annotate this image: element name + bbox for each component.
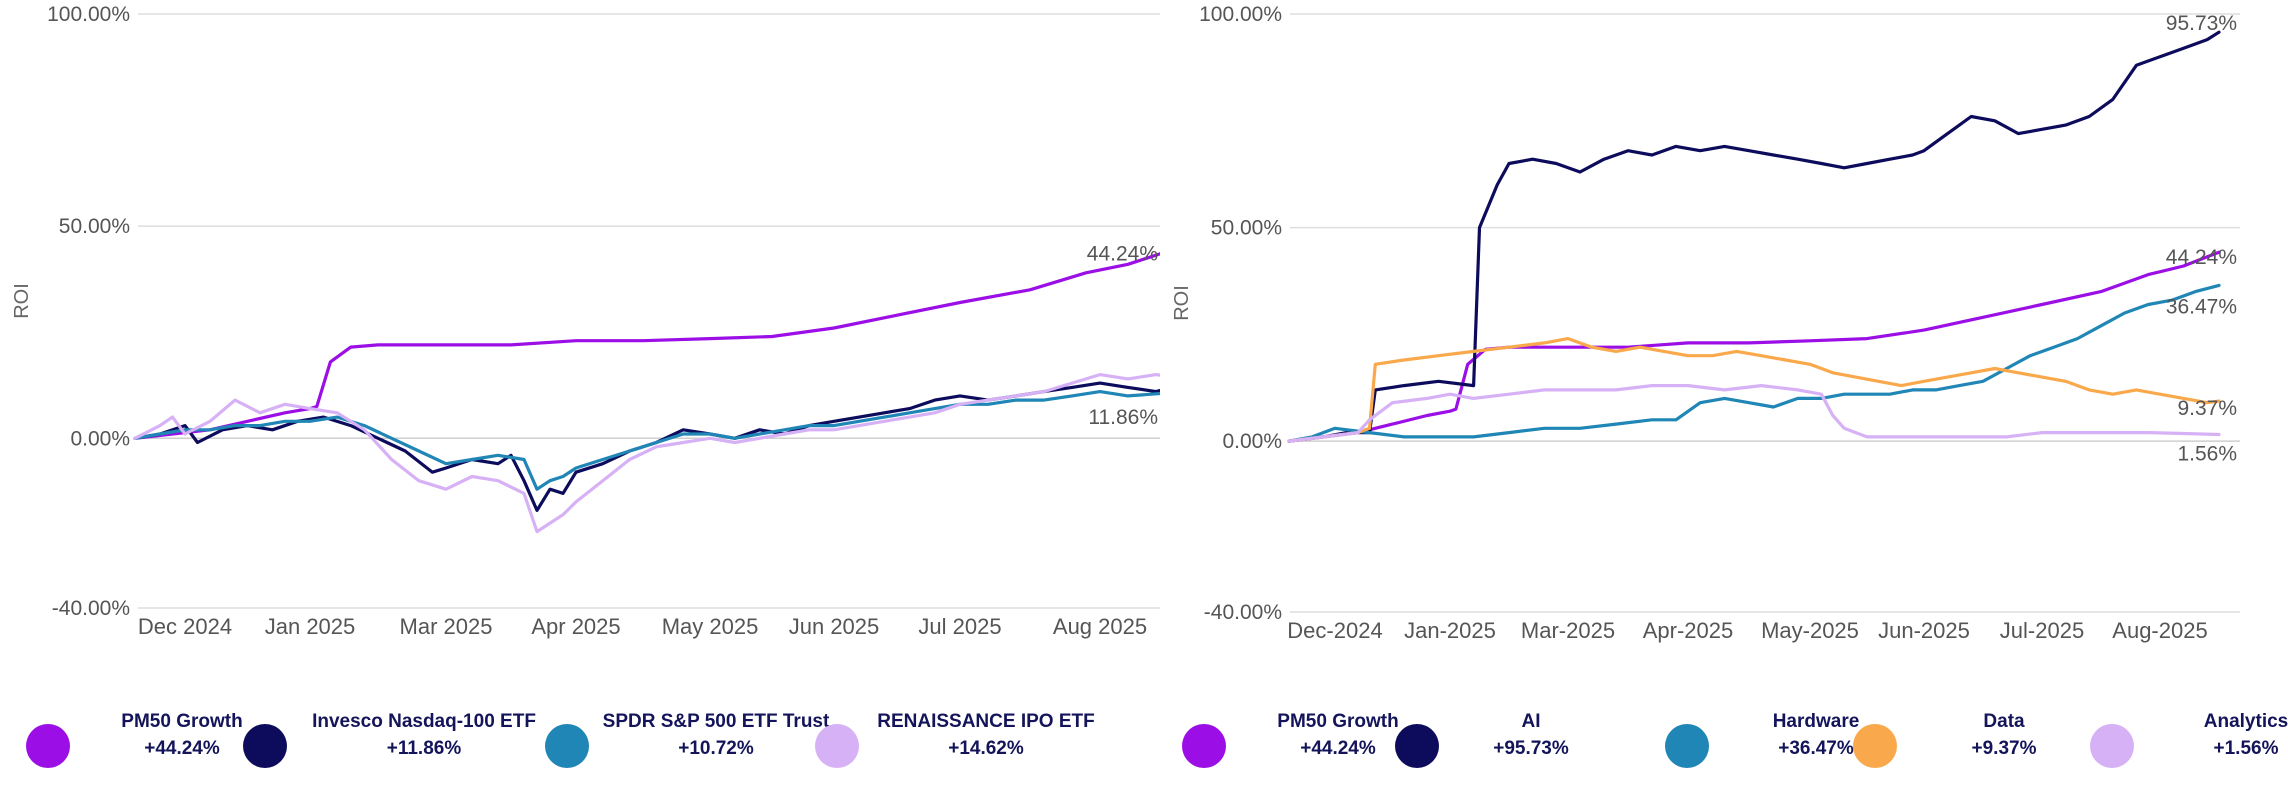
legend-swatch — [545, 724, 589, 768]
legend-swatch — [815, 724, 859, 768]
chart-panel-right: 100.00% 50.00% 0.00% -40.00% Dec-2024 Jan-202… — [1160, 0, 2288, 788]
series-line-1 — [1287, 30, 2221, 443]
y-tick-label: -40.00% — [1204, 601, 1282, 624]
legend-series-value: +95.73% — [1493, 738, 1569, 759]
legend-series-value: +44.24% — [144, 738, 220, 759]
legend-series-name: AI — [1521, 711, 1541, 732]
y-tick-label: 100.00% — [1199, 3, 1282, 26]
x-tick-label: Jan 2025 — [265, 614, 356, 639]
legend-series-value: +9.37% — [1971, 738, 2037, 759]
legend-item[interactable]: AI +95.73% — [1395, 700, 1615, 780]
legend-series-value: +44.24% — [1300, 738, 1376, 759]
end-value-label: 95.73% — [2166, 12, 2237, 35]
legend-label: RENAISSANCE IPO ETF +14.62% — [871, 708, 1101, 762]
series-line-4 — [1287, 384, 2221, 443]
legend-series-name: PM50 Growth — [1277, 711, 1399, 732]
end-value-label: 44.24% — [1087, 243, 1158, 266]
legend-series-value: +1.56% — [2213, 738, 2279, 759]
legend-swatch — [2090, 724, 2134, 768]
legend-swatch — [1395, 724, 1439, 768]
legend-item[interactable]: Hardware +36.47% — [1665, 700, 1915, 780]
legend-item[interactable]: PM50 Growth +44.24% — [26, 700, 286, 780]
y-tick-label: -40.00% — [52, 597, 130, 620]
chart-panel-left: 100.00% 50.00% 0.00% -40.00% Dec 2024 Jan 202… — [11, 3, 1172, 780]
x-tick-label: Dec-2024 — [1287, 618, 1382, 643]
x-tick-label: Aug 2025 — [1053, 614, 1147, 639]
series-line-3 — [133, 373, 1172, 534]
x-tick-label: Jan-2025 — [1404, 618, 1496, 643]
y-tick-label: 0.00% — [1222, 430, 1282, 453]
y-axis-title: ROI — [1171, 285, 1193, 321]
legend-series-value: +14.62% — [948, 738, 1024, 759]
end-value-label: 11.86% — [1088, 406, 1158, 429]
x-tick-label: May 2025 — [662, 614, 759, 639]
legend-series-value: +36.47% — [1778, 738, 1854, 759]
y-tick-label: 0.00% — [70, 427, 130, 450]
y-tick-label: 100.00% — [47, 3, 130, 26]
legend-item[interactable]: PM50 Growth +44.24% — [1182, 700, 1442, 780]
legend-label: Invesco Nasdaq-100 ETF +11.86% — [299, 708, 549, 762]
series-line-0 — [1287, 250, 2221, 443]
legend-series-name: RENAISSANCE IPO ETF — [877, 711, 1095, 732]
legend-item[interactable]: SPDR S&P 500 ETF Trust +10.72% — [545, 700, 835, 780]
x-tick-label: Mar-2025 — [1521, 618, 1615, 643]
legend-swatch — [243, 724, 287, 768]
series-line-0 — [133, 249, 1172, 440]
legend-label: Analytics +1.56% — [2146, 708, 2288, 762]
legend-label: Hardware +36.47% — [1721, 708, 1911, 762]
legend-swatch — [26, 724, 70, 768]
y-tick-label: 50.00% — [59, 215, 130, 238]
legend-item[interactable]: Data +9.37% — [1853, 700, 2103, 780]
legend-label: SPDR S&P 500 ETF Trust +10.72% — [601, 708, 831, 762]
legend-label: Data +9.37% — [1909, 708, 2099, 762]
end-value-label: 36.47% — [2166, 295, 2237, 318]
legend-swatch — [1182, 724, 1226, 768]
legend-series-name: Hardware — [1772, 711, 1860, 732]
series-line-2 — [1287, 283, 2221, 443]
legend-series-name: Analytics — [2203, 711, 2288, 732]
x-tick-label: Jun-2025 — [1878, 618, 1970, 643]
legend-label: AI +95.73% — [1451, 708, 1611, 762]
y-tick-label: 50.00% — [1211, 217, 1282, 240]
series-line-3 — [1287, 337, 2221, 443]
roi-chart-left: 100.00% 50.00% 0.00% -40.00% Dec 2024 Jan 202… — [11, 3, 1172, 639]
x-tick-label: Jul-2025 — [2000, 618, 2084, 643]
x-tick-label: Dec 2024 — [138, 614, 232, 639]
legend-series-name: Invesco Nasdaq-100 ETF — [312, 711, 536, 732]
legend-series-name: PM50 Growth — [121, 711, 243, 732]
legend-swatch — [1665, 724, 1709, 768]
x-tick-label: May-2025 — [1761, 618, 1859, 643]
roi-chart-right: 100.00% 50.00% 0.00% -40.00%Dec-2024 Jan-202… — [1171, 3, 2240, 643]
x-tick-label: Jul 2025 — [918, 614, 1001, 639]
end-value-label: 44.24% — [2166, 246, 2237, 269]
legend-series-value: +10.72% — [678, 738, 754, 759]
legend-swatch — [1853, 724, 1897, 768]
x-tick-label: Apr-2025 — [1643, 618, 1734, 643]
legend-series-name: SPDR S&P 500 ETF Trust — [602, 711, 830, 732]
legend-item[interactable]: RENAISSANCE IPO ETF +14.62% — [815, 700, 1105, 780]
x-tick-label: Jun 2025 — [789, 614, 880, 639]
legend-series-name: Data — [1983, 711, 2025, 732]
x-tick-label: Aug-2025 — [2112, 618, 2207, 643]
end-value-label: 1.56% — [2177, 442, 2237, 465]
y-axis-title: ROI — [11, 283, 33, 319]
legend-item[interactable]: Invesco Nasdaq-100 ETF +11.86% — [243, 700, 553, 780]
legend-item[interactable]: Analytics +1.56% — [2090, 700, 2288, 780]
x-tick-label: Apr 2025 — [531, 614, 620, 639]
x-tick-label: Mar 2025 — [400, 614, 493, 639]
legend-label: PM50 Growth +44.24% — [1238, 708, 1438, 762]
end-value-label: 9.37% — [2177, 397, 2237, 420]
legend-series-value: +11.86% — [386, 738, 462, 759]
legend-label: PM50 Growth +44.24% — [82, 708, 282, 762]
